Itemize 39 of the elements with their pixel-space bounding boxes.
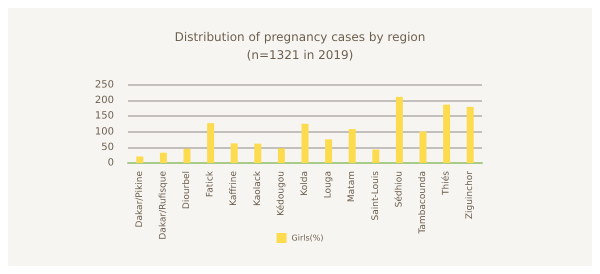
bar [136, 156, 144, 163]
x-tick-label: Saint-Louis [370, 170, 381, 220]
x-tick-label: Dakar/Pikine [134, 170, 145, 228]
x-tick-label: Diourbel [182, 171, 192, 210]
x-tick-label: Ziguinchor [465, 170, 476, 220]
y-tick-label: 200 [94, 95, 114, 106]
legend-label: Girls(%) [292, 234, 324, 242]
x-tick-label: Matam [347, 171, 358, 202]
x-tick-label: Louga [324, 171, 334, 198]
x-tick-label: Thiés [440, 170, 452, 196]
bar [420, 131, 426, 163]
bar [230, 143, 238, 163]
y-tick-label: 0 [108, 158, 114, 168]
y-tick-label: 100 [94, 126, 114, 138]
chart-title: Distribution of pregnancy cases by region [174, 30, 426, 44]
x-tick-label: Kaffrine [229, 170, 240, 206]
x-tick-label: Tambacounda [418, 171, 428, 235]
y-tick-label: 250 [94, 80, 114, 90]
x-tick-label: Kédougou [275, 171, 286, 216]
bar [396, 96, 403, 163]
bar [254, 144, 262, 163]
x-tick-label: Sédhiou [393, 171, 404, 208]
y-tick-label: 50 [101, 142, 114, 153]
bar [348, 128, 356, 163]
chart-subtitle: (n=1321 in 2019) [246, 48, 354, 62]
bar [372, 150, 380, 163]
x-tick-label: Fatick [206, 170, 216, 198]
y-tick-label: 150 [94, 110, 114, 122]
bar [184, 148, 190, 163]
x-tick-label: Dakar/Rufisque [158, 170, 168, 240]
bar [443, 104, 450, 163]
bar [207, 123, 214, 163]
bar [160, 152, 167, 163]
x-tick-label: Kolda [300, 171, 310, 196]
x-tick-label: Kaolack [252, 170, 263, 206]
bar [302, 124, 308, 163]
bar [278, 148, 285, 163]
bar [325, 139, 332, 163]
bar [466, 106, 474, 163]
